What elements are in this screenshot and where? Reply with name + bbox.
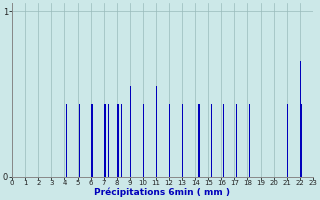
Bar (169, 104, 170, 177)
Bar (182, 104, 183, 177)
Bar (12, 140, 13, 177)
Bar (287, 104, 288, 177)
Bar (66, 104, 67, 177)
Bar (143, 104, 144, 177)
Bar (199, 104, 200, 177)
Bar (104, 104, 105, 177)
Bar (212, 86, 213, 177)
Bar (156, 86, 157, 177)
Bar (121, 104, 122, 177)
Bar (249, 104, 250, 177)
Bar (301, 104, 302, 177)
X-axis label: Précipitations 6min ( mm ): Précipitations 6min ( mm ) (94, 188, 230, 197)
Bar (146, 104, 147, 177)
Bar (91, 104, 92, 177)
Bar (198, 104, 199, 177)
Bar (211, 104, 212, 177)
Bar (210, 104, 211, 177)
Bar (130, 86, 131, 177)
Bar (223, 104, 224, 177)
Bar (92, 104, 93, 177)
Bar (274, 104, 275, 177)
Bar (79, 104, 80, 177)
Bar (105, 104, 106, 177)
Bar (117, 104, 118, 177)
Bar (118, 104, 119, 177)
